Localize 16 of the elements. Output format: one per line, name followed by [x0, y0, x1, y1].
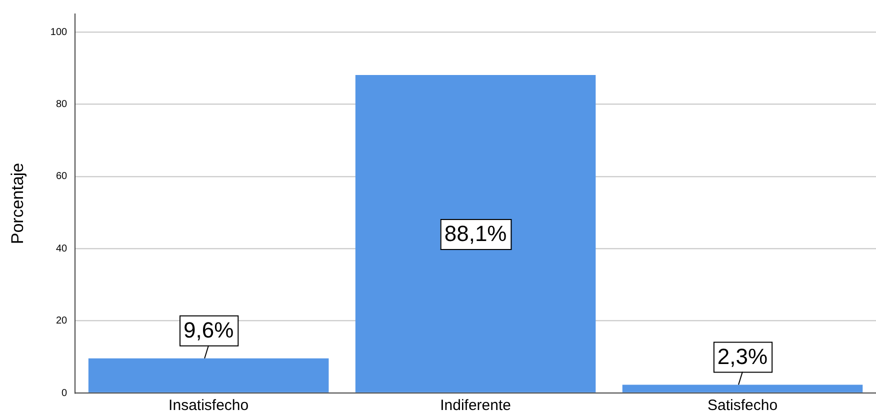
y-tick-label: 0: [62, 388, 68, 399]
y-tick-label: 60: [56, 171, 68, 182]
x-tick-label: Insatisfecho: [168, 397, 249, 414]
y-tick-label: 40: [56, 243, 68, 254]
y-tick-label: 80: [56, 98, 68, 110]
x-tick-label: Satisfecho: [707, 397, 778, 414]
bar: [355, 75, 596, 392]
x-tick-label: Indiferente: [440, 397, 511, 414]
bar: [88, 358, 329, 392]
y-tick-label: 100: [50, 26, 68, 38]
bar: [622, 384, 863, 392]
data-label: 9,6%: [183, 317, 234, 342]
data-label: 2,3%: [717, 344, 768, 369]
y-axis-title: Porcentaje: [8, 162, 27, 244]
y-tick-label: 20: [56, 316, 68, 327]
data-label: 88,1%: [444, 221, 507, 246]
